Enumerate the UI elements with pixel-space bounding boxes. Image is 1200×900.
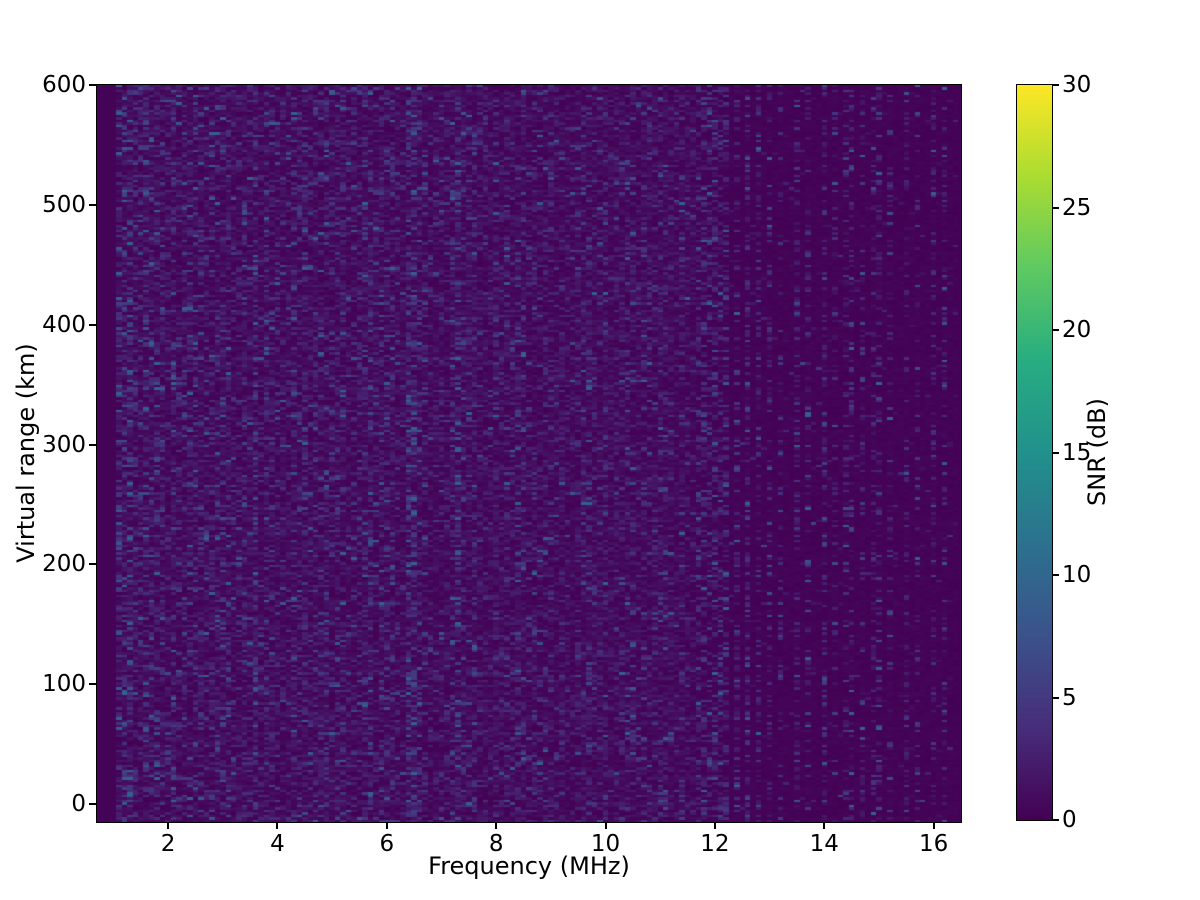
x-tick-label: 14 <box>809 831 839 857</box>
y-tick-mark <box>89 323 96 326</box>
x-tick-mark <box>823 822 826 829</box>
colorbar-tick-mark <box>1053 451 1059 454</box>
x-tick-label: 16 <box>919 831 949 857</box>
y-axis-label: Virtual range (km) <box>12 343 40 563</box>
y-tick-label: 300 <box>42 431 86 458</box>
plot-area <box>96 84 962 823</box>
colorbar-gradient <box>1017 85 1052 820</box>
colorbar-tick-mark <box>1053 329 1059 331</box>
ionogram-heatmap <box>97 85 961 822</box>
colorbar-tick-mark <box>1053 819 1059 821</box>
x-tick-mark <box>604 822 607 829</box>
y-tick-mark <box>89 443 96 446</box>
x-tick-label: 8 <box>488 831 504 857</box>
y-tick-label: 200 <box>42 551 86 578</box>
colorbar-tick-label: 10 <box>1062 562 1092 588</box>
x-tick-mark <box>276 822 279 829</box>
x-tick-mark <box>167 822 170 829</box>
x-tick-label: 4 <box>270 831 285 857</box>
colorbar-label: SNR (dB) <box>1083 398 1111 506</box>
x-tick-label: 10 <box>590 831 621 857</box>
x-tick-label: 6 <box>379 831 395 857</box>
x-tick-label: 2 <box>160 831 176 857</box>
colorbar-tick-label: 20 <box>1062 317 1092 343</box>
colorbar <box>1016 84 1053 821</box>
y-tick-label: 100 <box>42 671 86 698</box>
x-tick-mark <box>713 822 716 829</box>
y-tick-mark <box>89 803 96 806</box>
y-tick-label: 600 <box>42 72 86 98</box>
colorbar-tick-mark <box>1053 696 1059 699</box>
x-tick-mark <box>495 822 498 829</box>
colorbar-tick-label: 0 <box>1062 807 1077 833</box>
y-tick-label: 500 <box>42 191 86 218</box>
colorbar-tick-mark <box>1053 574 1059 576</box>
colorbar-tick-label: 15 <box>1062 439 1092 466</box>
colorbar-tick-label: 25 <box>1062 194 1092 221</box>
y-tick-label: 400 <box>42 311 86 338</box>
x-tick-mark <box>932 822 935 829</box>
y-tick-mark <box>89 563 96 566</box>
colorbar-tick-label: 30 <box>1062 72 1092 98</box>
y-tick-mark <box>89 84 96 86</box>
y-tick-label: 0 <box>71 791 86 818</box>
x-axis-label: Frequency (MHz) <box>428 852 630 880</box>
colorbar-tick-label: 5 <box>1062 684 1077 711</box>
colorbar-tick-mark <box>1053 84 1059 86</box>
x-tick-mark <box>385 822 388 829</box>
x-tick-label: 12 <box>700 831 730 857</box>
colorbar-tick-mark <box>1053 206 1059 209</box>
y-tick-mark <box>89 683 96 686</box>
y-tick-mark <box>89 203 96 206</box>
